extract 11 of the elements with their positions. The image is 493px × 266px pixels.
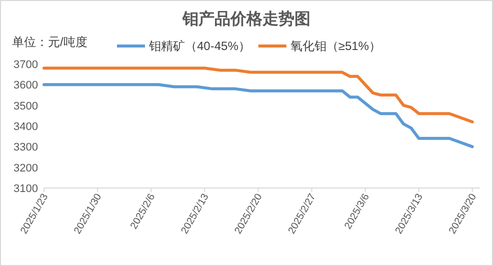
y-tick-label: 3200 xyxy=(14,162,38,174)
legend-label: 氧化钼（≥51%） xyxy=(290,39,381,53)
y-tick-label: 3500 xyxy=(14,100,38,112)
text: 单位：元/吨度 xyxy=(12,35,88,49)
y-tick-label: 3300 xyxy=(14,142,38,154)
y-tick-label: 3700 xyxy=(14,59,38,71)
y-tick-label: 3400 xyxy=(14,121,38,133)
y-tick-label: 3100 xyxy=(14,183,38,195)
y-tick-label: 3600 xyxy=(14,80,38,92)
legend-label: 钼精矿（40-45%） xyxy=(148,39,250,53)
chart-title: 钼产品价格走势图 xyxy=(182,9,310,28)
